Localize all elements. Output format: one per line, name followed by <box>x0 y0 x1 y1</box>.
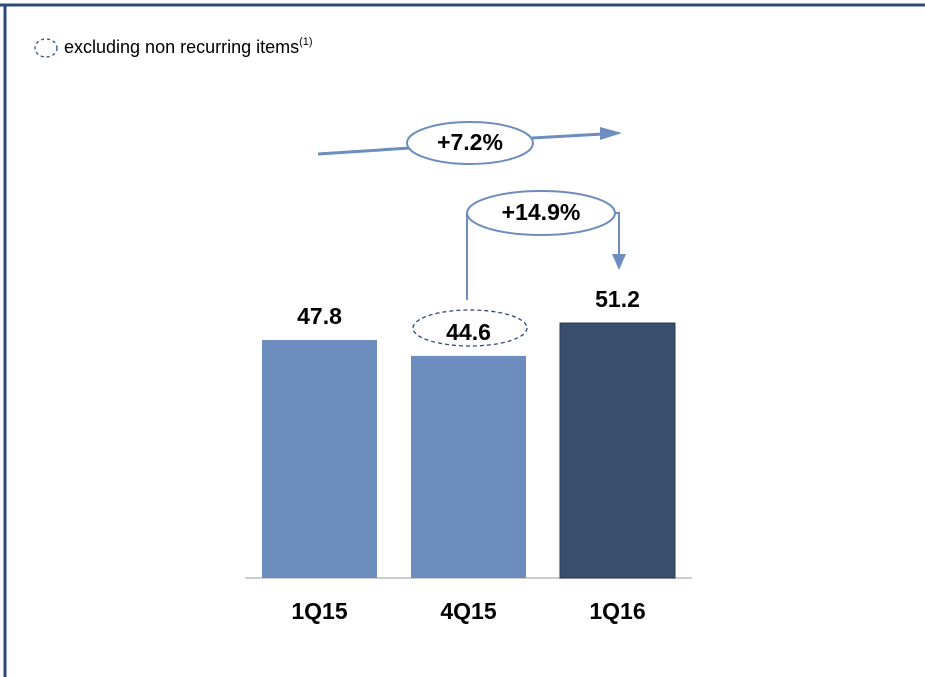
annotation-bubble <box>466 190 616 236</box>
annotation-bubble <box>406 121 534 165</box>
arrow-line <box>317 146 411 156</box>
bar <box>559 322 676 579</box>
legend-text: excluding non recurring items(1) <box>64 36 313 57</box>
value-label: 47.8 <box>297 303 342 329</box>
arrow-line <box>531 132 604 140</box>
arrow-head <box>600 127 622 140</box>
x-tick-label: 1Q16 <box>589 598 645 624</box>
value-label: 51.2 <box>595 286 640 312</box>
arrow-line <box>615 212 620 256</box>
non-recurring-marker <box>412 309 528 347</box>
bar <box>262 339 377 578</box>
legend-icon <box>34 38 58 58</box>
value-label: 44.6 <box>446 319 491 345</box>
annotation: +14.9% <box>502 199 581 225</box>
bar <box>411 355 526 578</box>
x-tick-label: 1Q15 <box>291 598 347 624</box>
x-tick-label: 4Q15 <box>440 598 496 624</box>
growth-arrows <box>317 132 620 300</box>
arrow-head <box>612 254 626 270</box>
legend-superscript: (1) <box>299 36 312 48</box>
legend-label: excluding non recurring items <box>64 37 299 57</box>
annotation: +7.2% <box>437 129 503 155</box>
